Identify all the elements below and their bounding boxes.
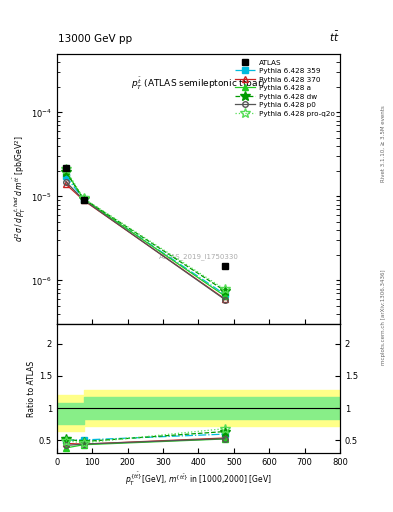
Text: Rivet 3.1.10, ≥ 3.5M events: Rivet 3.1.10, ≥ 3.5M events xyxy=(381,105,386,182)
Y-axis label: Ratio to ATLAS: Ratio to ATLAS xyxy=(27,360,36,417)
Text: mcplots.cern.ch [arXiv:1306.3436]: mcplots.cern.ch [arXiv:1306.3436] xyxy=(381,270,386,365)
Text: ATLAS_2019_I1750330: ATLAS_2019_I1750330 xyxy=(158,253,239,260)
Y-axis label: $d^2\sigma\,/\,d\,p_T^{t,had}\,d\,m^{t\bar{t}}$ [pb/GeV$^2$]: $d^2\sigma\,/\,d\,p_T^{t,had}\,d\,m^{t\b… xyxy=(12,136,28,242)
Legend: ATLAS, Pythia 6.428 359, Pythia 6.428 370, Pythia 6.428 a, Pythia 6.428 dw, Pyth: ATLAS, Pythia 6.428 359, Pythia 6.428 37… xyxy=(234,57,336,118)
Text: 13000 GeV pp: 13000 GeV pp xyxy=(58,33,132,44)
X-axis label: $p_T^{\{t\bar{t}\}}$[GeV], $m^{\{t\bar{t}\}}$ in [1000,2000] [GeV]: $p_T^{\{t\bar{t}\}}$[GeV], $m^{\{t\bar{t… xyxy=(125,471,272,488)
Text: $t\bar{t}$: $t\bar{t}$ xyxy=(329,29,339,44)
Text: $p_T^{\bar{t}}$ (ATLAS semileptonic ttbar): $p_T^{\bar{t}}$ (ATLAS semileptonic ttba… xyxy=(131,75,266,92)
